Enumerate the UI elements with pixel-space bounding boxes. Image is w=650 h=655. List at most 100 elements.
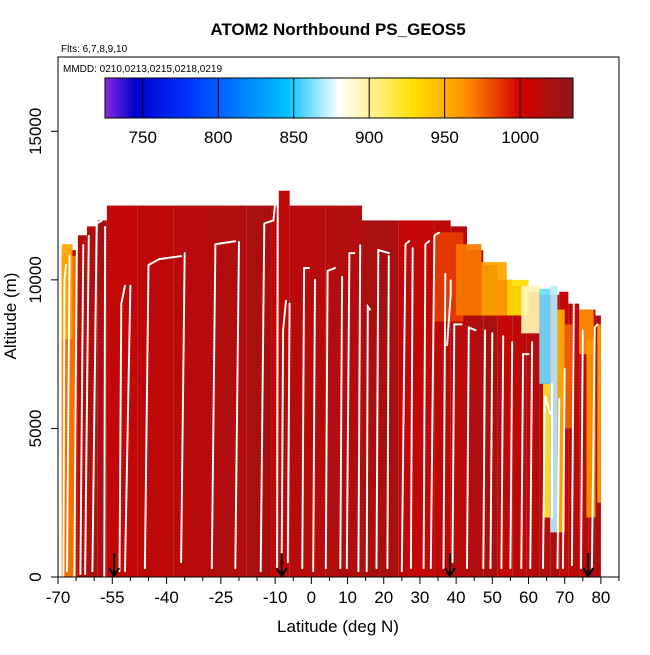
x-tick-label: -40 <box>154 588 179 607</box>
curtain-column <box>246 205 272 578</box>
flight-track <box>580 329 584 570</box>
flight-track <box>286 302 291 564</box>
x-tick-label: 40 <box>447 588 466 607</box>
flight-track <box>91 219 104 573</box>
flight-track <box>118 284 126 573</box>
curtain-column <box>137 205 174 578</box>
curtain-column <box>579 309 589 577</box>
colorbar-tick-label: 900 <box>355 128 383 147</box>
x-tick-label: 0 <box>307 588 316 607</box>
flight-track <box>210 240 237 570</box>
pressure-anomaly-cell <box>597 324 601 503</box>
flight-track <box>143 255 183 570</box>
pressure-anomaly-cell <box>61 244 73 340</box>
x-tick-label: 10 <box>338 588 357 607</box>
flight-track <box>375 248 391 570</box>
pressure-anomaly-cell <box>564 324 572 429</box>
x-tick-label: 80 <box>591 588 610 607</box>
x-tick-label: -55 <box>100 588 125 607</box>
colorbar-tick-label: 750 <box>129 128 157 147</box>
y-tick-label: 10000 <box>26 256 45 303</box>
flight-track <box>103 225 107 578</box>
curtain-column <box>86 226 98 577</box>
flight-track <box>442 272 447 570</box>
x-tick-label: 50 <box>483 588 502 607</box>
flight-track <box>482 329 487 570</box>
dates-subtitle: MMDD: 0210,0213,0215,0218,0219 <box>63 64 222 75</box>
curtain-column <box>173 205 211 578</box>
curtain-column <box>466 250 484 577</box>
flight-track <box>570 299 575 567</box>
flight-track <box>529 341 534 570</box>
x-tick-label: -25 <box>209 588 234 607</box>
arrow-head <box>444 567 456 578</box>
x-tick-label: -10 <box>263 588 288 607</box>
x-tick-label: 30 <box>410 588 429 607</box>
curtain-column <box>271 205 279 578</box>
y-tick-label: 15000 <box>26 108 45 155</box>
flight-track <box>124 284 132 573</box>
flight-track <box>324 267 336 570</box>
flight-track <box>500 335 505 570</box>
x-tick-label: -70 <box>46 588 71 607</box>
flight-track <box>301 267 311 570</box>
flight-track <box>542 395 552 570</box>
x-tick-label: 20 <box>374 588 393 607</box>
curtain-column <box>106 205 138 578</box>
colorbar-tick-label: 1000 <box>501 128 539 147</box>
curtain-column <box>97 220 107 577</box>
flight-track <box>466 325 477 570</box>
flight-track <box>365 303 371 573</box>
colorbar-tick-label: 850 <box>280 128 308 147</box>
curtain-column <box>526 291 540 577</box>
flight-track <box>556 397 561 570</box>
curtain-column <box>483 265 498 577</box>
colorbar-strip <box>104 77 574 119</box>
flight-track <box>66 255 71 573</box>
y-axis-label: Altitude (m) <box>1 273 20 360</box>
flight-track <box>62 264 67 578</box>
flight-track <box>276 195 279 570</box>
flight-track <box>357 243 362 573</box>
plot-area <box>57 56 620 578</box>
pressure-anomaly-cell <box>521 285 540 334</box>
pressure-anomaly-cell <box>481 262 507 316</box>
x-axis: -70 -55 -40 -25 -10 0 10 20 30 40 50 60 70 80 <box>46 577 620 607</box>
flight-track <box>590 323 599 570</box>
colorbar-tick-label: 800 <box>204 128 232 147</box>
flight-track <box>409 246 414 570</box>
arrow-head <box>582 567 595 578</box>
pressure-anomaly-cell <box>539 288 551 384</box>
x-tick-label: 60 <box>519 588 538 607</box>
flight-track <box>561 368 566 570</box>
y-axis: 0 5000 10000 15000 <box>26 108 58 582</box>
flight-track <box>84 234 90 575</box>
x-axis-label: Latitude (deg N) <box>277 617 399 636</box>
flight-track <box>280 299 287 561</box>
flight-track <box>345 252 356 570</box>
flight-track <box>520 353 530 570</box>
y-tick-label: 5000 <box>26 410 45 448</box>
pressure-anomaly-cell <box>586 339 596 518</box>
profile-arrow-marker <box>108 553 120 578</box>
y-tick-label: 0 <box>26 572 45 581</box>
arrow-head <box>108 567 120 578</box>
flight-track <box>489 332 494 570</box>
flight-track <box>446 278 452 347</box>
flight-track <box>312 278 316 573</box>
flight-track <box>429 231 441 570</box>
curtain-column <box>289 205 326 578</box>
flight-track <box>79 243 85 575</box>
colorbar: 750 800 850 900 950 1000 <box>104 77 574 147</box>
curtain-column <box>278 190 290 577</box>
profile-arrow-marker <box>275 553 288 578</box>
pressure-anomaly-cell <box>542 383 551 518</box>
flight-track <box>400 240 411 573</box>
arrow-head <box>275 567 288 578</box>
x-tick-label: 70 <box>555 588 574 607</box>
flight-track <box>339 275 344 570</box>
pressure-anomaly-cell <box>456 244 482 316</box>
flight-track <box>386 255 390 570</box>
